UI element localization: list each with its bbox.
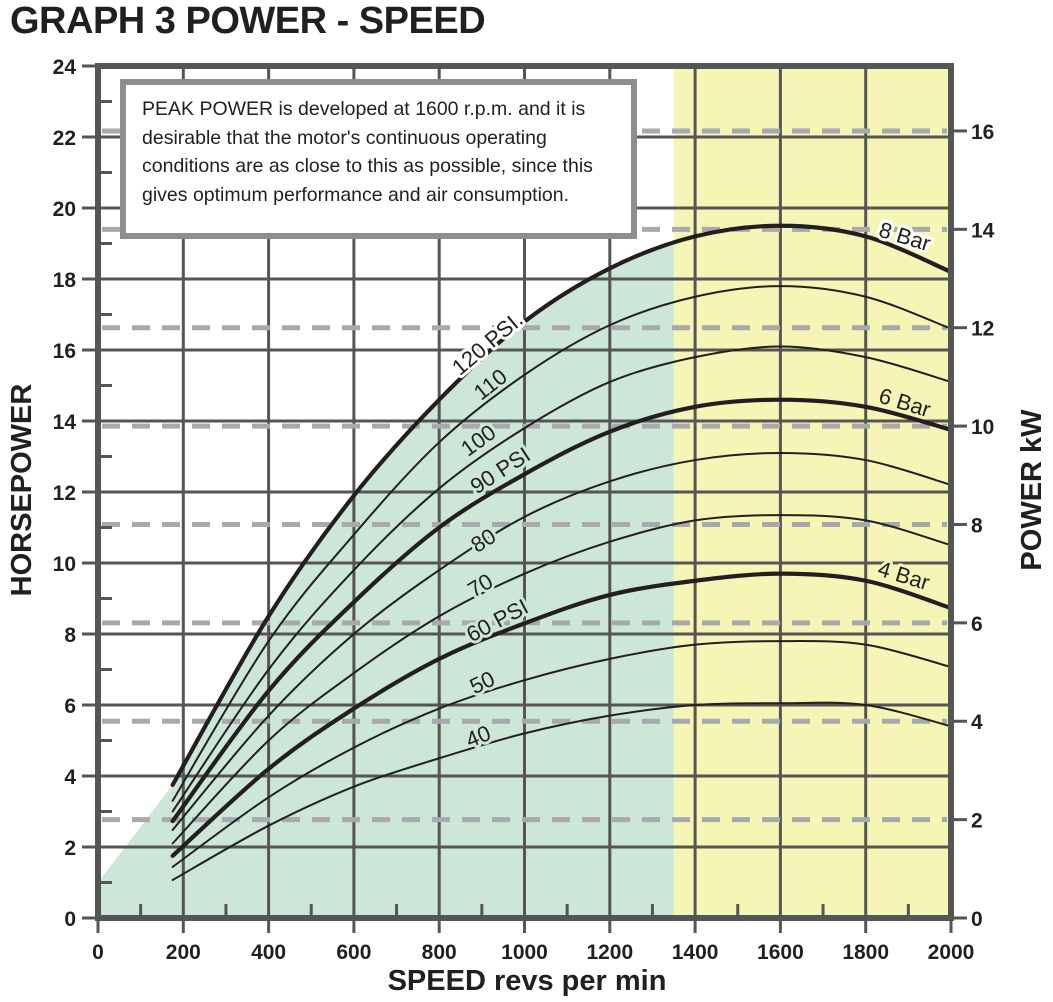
series-lines (170, 223, 954, 882)
y-tick-label: 18 (53, 269, 77, 292)
y2-tick-label: 4 (971, 711, 983, 734)
x-axis-label: SPEED revs per min (388, 965, 667, 997)
x-tick-label: 200 (166, 941, 201, 964)
y-tick-label: 6 (64, 695, 76, 718)
series-line-90psi (170, 397, 954, 824)
y2-tick-label: 0 (971, 908, 983, 931)
y-tick-label: 20 (53, 198, 76, 221)
y2-tick-label: 16 (971, 121, 994, 144)
x-tick-label: 800 (422, 941, 457, 964)
x-tick-label: 600 (336, 941, 371, 964)
x-tick-label: 1000 (501, 941, 548, 964)
axes-frame (82, 63, 967, 933)
series-line-50 (171, 640, 952, 868)
x-tick-label: 1200 (586, 941, 633, 964)
y-tick-label: 12 (53, 482, 76, 505)
series-line-60psi (170, 571, 954, 858)
x-tick-label: 2000 (928, 941, 975, 964)
series-line-70 (171, 514, 952, 845)
x-tick-label: 400 (251, 941, 286, 964)
y-tick-label: 2 (64, 837, 76, 860)
series-line-100 (171, 345, 952, 813)
y2-tick-label: 6 (971, 613, 983, 636)
y2-tick-label: 2 (971, 810, 983, 833)
x-tick-label: 1800 (842, 941, 889, 964)
y-tick-label: 22 (53, 127, 76, 150)
green-zone (98, 242, 674, 918)
x-tick-label: 0 (92, 941, 104, 964)
x-tick-label: 1600 (757, 941, 804, 964)
series-line-80 (171, 451, 952, 831)
annotation-box: PEAK POWER is developed at 1600 r.p.m. a… (120, 79, 637, 239)
y-tick-label: 24 (53, 56, 77, 79)
y2-tick-label: 8 (971, 514, 983, 537)
y-tick-label: 16 (53, 340, 76, 363)
y-axis-label: HORSEPOWER (6, 384, 38, 597)
y-tick-label: 0 (64, 908, 76, 931)
annotation-text: PEAK POWER is developed at 1600 r.p.m. a… (142, 98, 593, 206)
y2-tick-label: 14 (971, 219, 995, 242)
y2-tick-label: 10 (971, 416, 994, 439)
x-tick-label: 1400 (672, 941, 719, 964)
chart-title: GRAPH 3 POWER - SPEED (10, 0, 486, 42)
y-tick-label: 8 (64, 624, 76, 647)
y-tick-label: 4 (64, 766, 76, 789)
y-tick-label: 14 (53, 411, 77, 434)
series-line-110 (171, 285, 952, 802)
y2-axis-label: POWER kW (1016, 409, 1048, 571)
series-line-40 (171, 701, 952, 882)
series-line-120psi (170, 223, 954, 787)
y-tick-label: 10 (53, 553, 76, 576)
y2-tick-label: 12 (971, 318, 994, 341)
